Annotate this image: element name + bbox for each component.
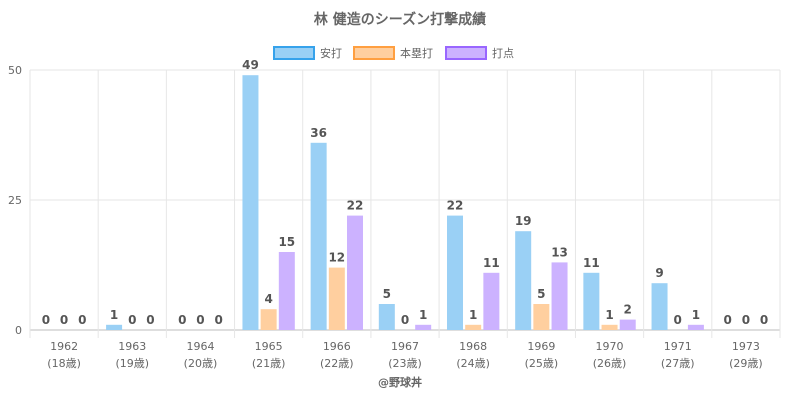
- x-tick-sublabel-1970: (26歳): [593, 357, 627, 370]
- bar-1967-s3: [415, 324, 432, 330]
- x-tick-label-1962: 1962: [50, 340, 78, 353]
- data-label-1970-s1: 11: [583, 256, 600, 270]
- bar-1970-s2: [601, 324, 618, 330]
- data-label-1969-s1: 19: [515, 214, 532, 228]
- data-label-1970-s2: 1: [605, 308, 613, 322]
- data-label-1973-s3: 0: [760, 313, 768, 327]
- x-tick-label-1973: 1973: [732, 340, 760, 353]
- legend-swatch-2: [353, 46, 395, 60]
- bar-1971-s3: [687, 324, 704, 330]
- data-label-1964-s1: 0: [178, 313, 186, 327]
- bar-1966-s2: [328, 267, 345, 330]
- bar-1966-s3: [347, 215, 363, 330]
- bar-1968-s3: [483, 272, 500, 330]
- legend-label-1: 安打: [320, 46, 342, 60]
- data-label-1963-s2: 0: [128, 313, 136, 327]
- legend-swatch-3: [445, 46, 487, 60]
- y-tick-label-2: 25: [8, 194, 22, 207]
- data-label-1968-s2: 1: [469, 308, 477, 322]
- data-label-1964-s3: 0: [214, 313, 222, 327]
- x-tick-sublabel-1964: (20歳): [184, 357, 218, 370]
- legend-label-3: 打点: [492, 46, 514, 60]
- bar-1969-s2: [533, 304, 550, 330]
- x-tick-sublabel-1969: (25歳): [525, 357, 559, 370]
- bar-1965-s3: [278, 252, 295, 330]
- x-tick-sublabel-1966: (22歳): [320, 357, 354, 370]
- bar-1970-s3: [619, 319, 636, 330]
- legend: 安打 本塁打 打点: [273, 46, 514, 60]
- data-label-1968-s1: 22: [447, 199, 464, 213]
- bar-1969-s3: [551, 262, 568, 330]
- data-label-1966-s1: 36: [310, 126, 327, 140]
- x-tick-sublabel-1962: (18歳): [47, 357, 81, 370]
- data-label-1968-s3: 11: [483, 256, 500, 270]
- data-label-1966-s3: 22: [347, 199, 364, 213]
- data-label-1962-s1: 0: [42, 313, 50, 327]
- data-label-1965-s2: 4: [264, 292, 272, 306]
- x-tick-sublabel-1971: (27歳): [661, 357, 695, 370]
- bar-1967-s1: [378, 304, 395, 330]
- x-tick-label-1966: 1966: [323, 340, 351, 353]
- data-label-1966-s2: 12: [328, 251, 345, 265]
- chart-title: 林 健造のシーズン打撃成績: [314, 11, 486, 28]
- bar-1969-s1: [515, 231, 532, 330]
- x-tick-label-1968: 1968: [459, 340, 487, 353]
- x-tick-sublabel-1963: (19歳): [115, 357, 149, 370]
- data-label-1967-s1: 5: [383, 287, 391, 301]
- x-tick-label-1965: 1965: [255, 340, 283, 353]
- data-label-1970-s3: 2: [624, 303, 632, 317]
- x-tick-label-1970: 1970: [596, 340, 624, 353]
- grid-lines: [29, 69, 781, 338]
- data-label-1962-s3: 0: [78, 313, 86, 327]
- data-label-1971-s1: 9: [655, 266, 663, 280]
- legend-swatch-1: [273, 46, 315, 60]
- x-tick-label-1969: 1969: [527, 340, 555, 353]
- legend-label-2: 本塁打: [400, 46, 433, 60]
- bar-series: [106, 75, 704, 330]
- data-label-1962-s2: 0: [60, 313, 68, 327]
- data-label-1971-s2: 0: [674, 313, 682, 327]
- bar-1965-s2: [260, 309, 277, 330]
- data-label-1969-s2: 5: [537, 287, 545, 301]
- x-axis: 1962 (18歳) 1963 (19歳) 1964 (20歳) 1965 (21歳) 1966…: [47, 340, 762, 370]
- x-tick-label-1971: 1971: [664, 340, 692, 353]
- x-tick-label-1964: 1964: [186, 340, 214, 353]
- bar-1965-s1: [242, 75, 259, 330]
- data-label-1973-s1: 0: [724, 313, 732, 327]
- bar-1968-s2: [465, 324, 482, 330]
- data-label-1973-s2: 0: [742, 313, 750, 327]
- x-tick-label-1963: 1963: [118, 340, 146, 353]
- data-label-1964-s2: 0: [196, 313, 204, 327]
- y-axis: 0 25 50: [8, 64, 22, 337]
- data-label-1963-s1: 1: [110, 308, 118, 322]
- data-label-1963-s3: 0: [146, 313, 154, 327]
- data-label-1969-s3: 13: [551, 245, 568, 259]
- credit-text: @野球丼: [378, 375, 422, 389]
- data-label-1967-s3: 1: [419, 308, 427, 322]
- x-tick-label-1967: 1967: [391, 340, 419, 353]
- x-tick-sublabel-1968: (24歳): [456, 357, 490, 370]
- data-label-1965-s1: 49: [242, 58, 259, 72]
- x-tick-sublabel-1973: (29歳): [729, 357, 763, 370]
- bar-1963-s1: [106, 324, 123, 330]
- data-label-1971-s3: 1: [692, 308, 700, 322]
- bar-1970-s1: [583, 272, 600, 330]
- bar-1971-s1: [651, 283, 668, 330]
- bar-1966-s1: [310, 142, 327, 330]
- x-tick-sublabel-1967: (23歳): [388, 357, 422, 370]
- bar-1968-s1: [447, 215, 463, 330]
- data-label-1965-s3: 15: [278, 235, 295, 249]
- y-tick-label-3: 50: [8, 64, 22, 77]
- data-label-1967-s2: 0: [401, 313, 409, 327]
- y-tick-label-1: 0: [15, 324, 22, 337]
- x-tick-sublabel-1965: (21歳): [252, 357, 286, 370]
